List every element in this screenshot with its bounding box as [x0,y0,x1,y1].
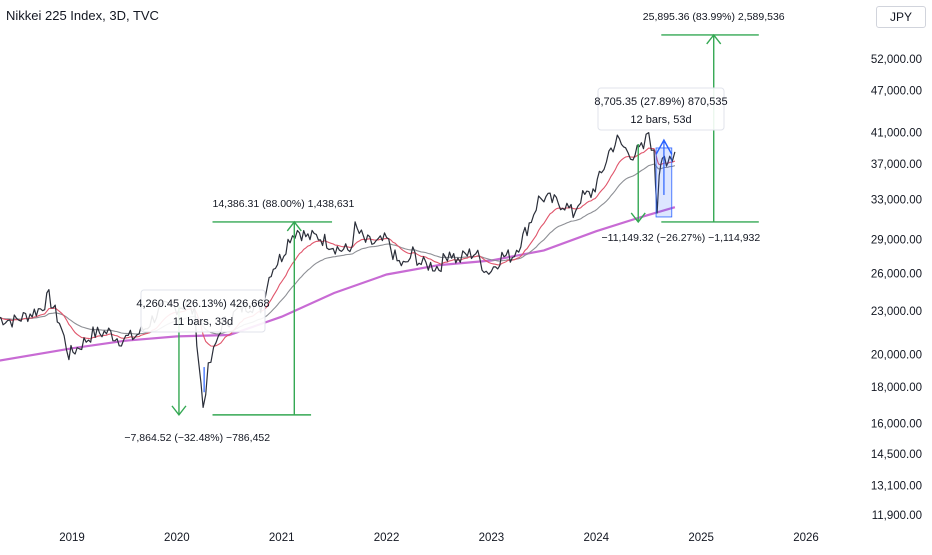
y-tick-label: 14,500.00 [871,449,922,461]
x-tick-label: 2025 [688,532,714,544]
y-tick-label: 16,000.00 [871,418,922,430]
y-tick-label: 23,000.00 [871,306,922,318]
y-tick-label: 52,000.00 [871,54,922,66]
y-tick-label: 29,000.00 [871,235,922,247]
x-tick-label: 2020 [164,532,190,544]
measure-rally-2021-label: 14,386.31 (88.00%) 1,438,631 [213,198,355,210]
measure-drop-2020-arrow-head [171,405,187,417]
y-tick-label: 33,000.00 [871,195,922,207]
range-box-2024-sublabel: 12 bars, 53d [630,114,691,126]
x-tick-label: 2026 [793,532,819,544]
y-tick-label: 26,000.00 [871,268,922,280]
range-box-layer: 4,260.45 (26.13%) 426,668 11 bars, 33d 8,7… [136,87,728,393]
long-moving-average-line [0,206,676,362]
currency-button[interactable]: JPY [876,6,926,28]
slow-ema-line [0,163,676,335]
x-tick-label: 2023 [479,532,505,544]
x-tick-label: 2021 [269,532,295,544]
x-tick-label: 2024 [583,532,609,544]
measurement-layer: −7,864.52 (−32.48%) −786,452 14,386.31 (8… [124,11,784,444]
measure-drop-2024-label: −11,149.32 (−26.27%) −1,114,932 [602,232,761,244]
range-box-2020-sublabel: 11 bars, 33d [173,316,233,328]
range-box-2024-label: 8,705.35 (27.89%) 870,535 [594,96,727,108]
y-axis: 52,000.00 47,000.00 41,000.00 37,000.00 33,0… [871,54,922,522]
chart-title: Nikkei 225 Index, 3D, TVC [6,8,159,23]
y-tick-label: 13,100.00 [871,480,922,492]
x-tick-label: 2022 [374,532,400,544]
y-tick-label: 37,000.00 [871,159,922,171]
y-tick-label: 47,000.00 [871,85,922,97]
moving-average-layer [0,206,676,362]
measure-drop-2020-label: −7,864.52 (−32.48%) −786,452 [124,432,270,444]
measure-drop-2024-arrow-head [630,212,646,224]
range-box-2020 [140,289,266,333]
range-box-2020-label: 4,260.45 (26.13%) 426,668 [136,298,269,310]
measure-projection-label: 25,895.36 (83.99%) 2,589,536 [643,11,785,23]
x-tick-label: 2019 [59,532,85,544]
range-box-2024 [597,87,725,131]
measure-projection-arrow-head [706,33,722,45]
measure-rally-2021-arrow-head [286,220,302,232]
y-tick-label: 11,900.00 [872,510,922,522]
y-tick-label: 20,000.00 [871,349,922,361]
price-line [0,132,676,408]
x-axis: 2019 2020 2021 2022 2023 2024 2025 2026 [59,532,819,544]
price-layer [0,132,676,408]
y-tick-label: 18,000.00 [871,382,922,394]
y-tick-label: 41,000.00 [871,127,922,139]
